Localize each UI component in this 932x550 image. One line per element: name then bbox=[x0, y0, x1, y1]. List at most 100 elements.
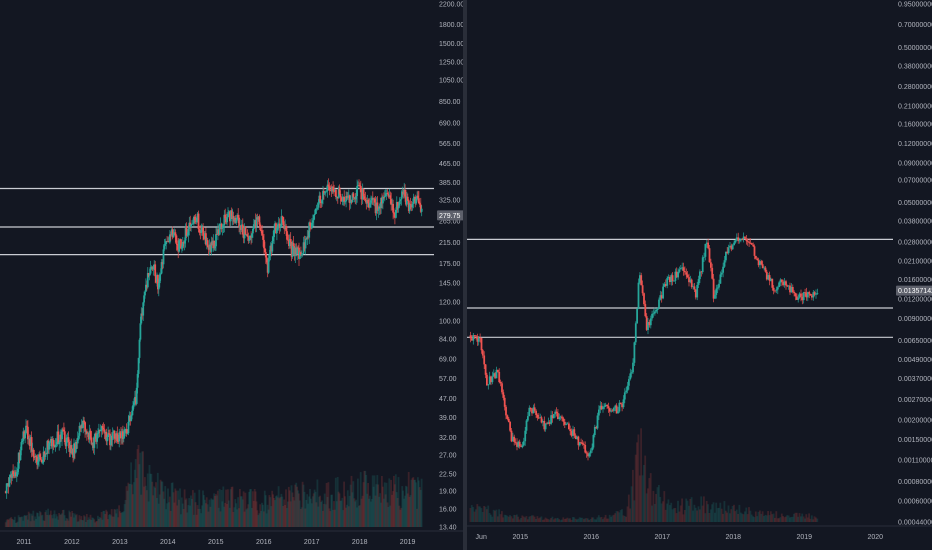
c0-candle-body bbox=[266, 262, 269, 273]
c1-candle-body bbox=[715, 288, 718, 295]
c0-candle-body bbox=[251, 233, 253, 238]
c0-volume-bar bbox=[188, 498, 191, 527]
c1-candle-body bbox=[760, 261, 763, 265]
c0-volume-bar bbox=[381, 476, 383, 527]
c1-volume-bar bbox=[768, 515, 771, 522]
c1-candle-body bbox=[782, 281, 785, 285]
c1-volume-bar bbox=[514, 515, 517, 522]
c1-x-axis[interactable]: Jun 2015 2016 2017 2018 2019 2020 bbox=[467, 525, 932, 541]
c1-volume-bar bbox=[509, 515, 511, 522]
chart-right-svg[interactable]: 0.95000000 0.70000000 0.50000000 0.38000000… bbox=[467, 0, 932, 550]
c1-volume-bar bbox=[772, 513, 775, 522]
c0-candle-body bbox=[312, 220, 314, 223]
c1-candle-body bbox=[634, 323, 637, 343]
c0-candle-body bbox=[61, 429, 63, 440]
c1-volume-bar bbox=[627, 494, 630, 522]
c0-candle-body bbox=[226, 217, 228, 223]
chart-panel-left[interactable]: 2200.00 1800.00 1500.00 1250.00 1050.00 850.0… bbox=[0, 0, 463, 550]
c1-candle-body bbox=[548, 422, 551, 424]
c0-candle-body bbox=[237, 214, 240, 218]
chart-left-svg[interactable]: 2200.00 1800.00 1500.00 1250.00 1050.00 850.0… bbox=[0, 0, 463, 550]
c0-candle-body bbox=[139, 323, 142, 340]
c0-candle-body bbox=[163, 245, 166, 250]
c0-candle-body bbox=[44, 453, 47, 457]
c0-volume-bar bbox=[120, 513, 122, 527]
c1-candle-body bbox=[521, 445, 524, 448]
c1-candle-body bbox=[694, 289, 697, 298]
c1-candle-body bbox=[512, 436, 514, 442]
c0-volume-bar bbox=[150, 473, 153, 527]
c0-candle-body bbox=[65, 437, 68, 447]
c0-volume-bar bbox=[377, 484, 380, 527]
c0-candle-body bbox=[128, 415, 131, 422]
c0-candle-body bbox=[324, 191, 327, 193]
panel-divider[interactable] bbox=[463, 0, 467, 550]
c0-volume-bar bbox=[344, 496, 346, 527]
c0-volume-bar bbox=[333, 501, 335, 527]
c0-volume-bar bbox=[22, 520, 25, 527]
c0-candle-body bbox=[169, 234, 172, 236]
c0-candle-body bbox=[181, 246, 183, 249]
c0-x-tick-label: 2012 bbox=[64, 539, 80, 546]
c1-volume-bar bbox=[526, 519, 529, 522]
chart-panel-right[interactable]: 0.95000000 0.70000000 0.50000000 0.38000000… bbox=[467, 0, 932, 550]
c1-candle-body bbox=[734, 240, 737, 243]
c0-volume-bar bbox=[227, 489, 229, 527]
c0-candle-body bbox=[268, 255, 271, 259]
c1-candle-body bbox=[528, 407, 531, 417]
c0-volume-bar bbox=[25, 516, 27, 527]
c0-volume-bar bbox=[356, 507, 358, 527]
c0-volume-bar bbox=[406, 493, 409, 527]
c0-volume-bar bbox=[403, 498, 405, 527]
c0-volume-bar bbox=[191, 498, 193, 527]
c1-volume-bar bbox=[797, 516, 799, 522]
c0-volume-bar bbox=[54, 518, 57, 527]
c1-volume-bar bbox=[805, 514, 808, 522]
c0-volume-bar bbox=[326, 497, 329, 527]
c0-candle-body bbox=[418, 203, 421, 205]
c0-volume-bar bbox=[168, 496, 171, 527]
c1-candle-body bbox=[550, 415, 552, 424]
c0-volume-bar bbox=[10, 517, 13, 527]
c0-volume-bar bbox=[65, 518, 68, 527]
c1-y-axis[interactable]: 0.95000000 0.70000000 0.50000000 0.38000000… bbox=[898, 2, 932, 527]
c0-candle-body bbox=[364, 198, 367, 201]
c0-candle-body bbox=[191, 223, 193, 225]
c0-volume-bar bbox=[209, 506, 212, 527]
c0-volume-bar bbox=[146, 473, 149, 527]
c0-volume-bar bbox=[307, 503, 309, 527]
c0-candle-body bbox=[352, 193, 355, 198]
c0-candle-body bbox=[291, 243, 294, 257]
c1-volume-bar bbox=[785, 516, 787, 522]
c1-volume-bar bbox=[640, 428, 642, 522]
c0-volume-bar bbox=[97, 518, 100, 527]
c0-candle-body bbox=[25, 425, 27, 434]
c0-volume-bar bbox=[160, 481, 163, 527]
c0-volume-bar bbox=[84, 516, 86, 527]
c0-candle-body bbox=[116, 433, 119, 442]
c1-candle-body bbox=[598, 409, 600, 416]
c0-volume-bar bbox=[136, 449, 139, 527]
c0-candle-body bbox=[54, 444, 57, 448]
c1-volume-bar bbox=[593, 519, 596, 522]
c1-volume-bar bbox=[492, 509, 495, 522]
c0-volume-bar bbox=[287, 501, 289, 527]
c1-candle-body bbox=[701, 257, 704, 273]
c0-volume-bar bbox=[411, 478, 414, 527]
c1-volume-bar bbox=[532, 515, 535, 522]
c1-candle-body bbox=[674, 271, 677, 281]
c0-volume-bar bbox=[117, 517, 120, 527]
c0-x-tick-label: 2014 bbox=[160, 539, 176, 546]
c0-candle-body bbox=[83, 420, 85, 423]
c0-volume-bar bbox=[14, 523, 17, 527]
c0-volume-bar bbox=[207, 511, 210, 527]
c0-candle-body bbox=[252, 229, 254, 234]
c0-volume-bar bbox=[294, 484, 297, 527]
c0-volume-bar bbox=[208, 499, 211, 527]
c0-volume-bars bbox=[4, 444, 423, 527]
c0-x-axis[interactable]: 2011 2012 2013 2014 2015 2016 2017 2018 2019 bbox=[0, 530, 463, 546]
c0-candle-body bbox=[39, 457, 42, 460]
c0-y-axis[interactable]: 2200.00 1800.00 1500.00 1250.00 1050.00 850.0… bbox=[439, 2, 463, 532]
c1-volume-bar bbox=[495, 509, 498, 522]
c0-candle-body bbox=[418, 198, 420, 204]
